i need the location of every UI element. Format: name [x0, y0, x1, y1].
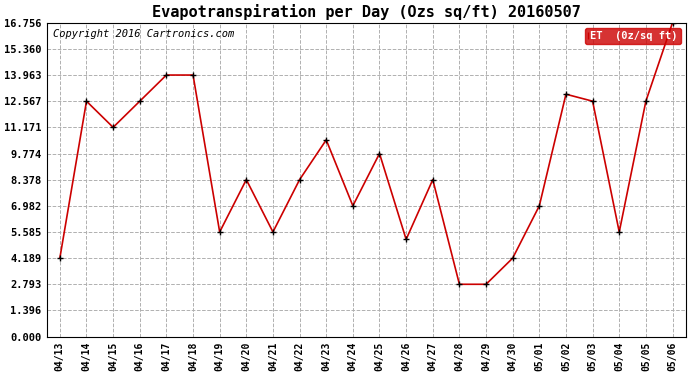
Legend: ET  (0z/sq ft): ET (0z/sq ft) — [585, 28, 680, 44]
Title: Evapotranspiration per Day (Ozs sq/ft) 20160507: Evapotranspiration per Day (Ozs sq/ft) 2… — [152, 4, 580, 20]
Text: Copyright 2016 Cartronics.com: Copyright 2016 Cartronics.com — [53, 29, 234, 39]
